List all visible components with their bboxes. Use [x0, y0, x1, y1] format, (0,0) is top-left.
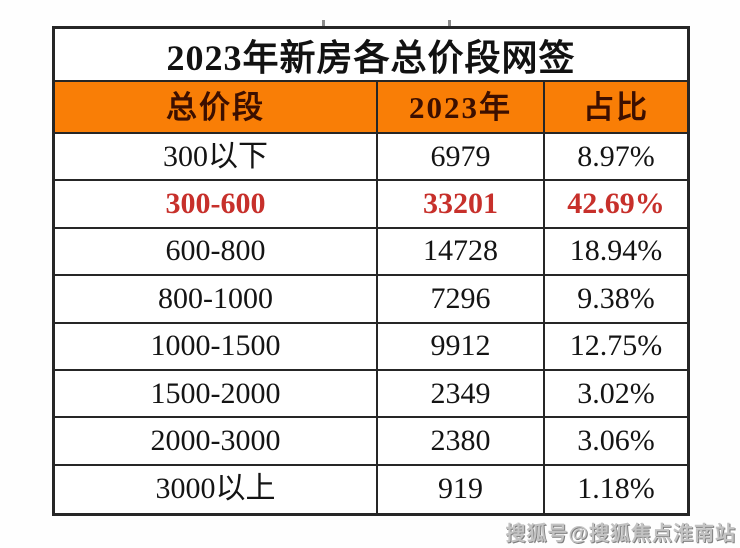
table-grid: 总价段 2023年 占比 300以下 6979 8.97% 300-600 33… [55, 82, 687, 514]
count-cell: 2349 [378, 370, 545, 419]
count-cell: 6979 [378, 134, 545, 182]
price-range-cell: 300-600 [55, 181, 378, 229]
price-range-cell: 2000-3000 [55, 418, 378, 466]
price-range-cell: 800-1000 [55, 276, 378, 324]
column-header-year: 2023年 [378, 82, 545, 134]
count-cell: 33201 [378, 181, 545, 229]
crop-artifact-mark [448, 20, 451, 26]
crop-artifact-mark [322, 20, 325, 26]
share-cell: 9.38% [545, 276, 687, 324]
count-cell: 2380 [378, 418, 545, 466]
share-cell: 1.18% [545, 465, 687, 514]
price-range-cell: 3000以上 [55, 465, 378, 514]
count-cell: 14728 [378, 228, 545, 277]
count-cell: 9912 [378, 323, 545, 371]
price-range-cell: 600-800 [55, 228, 378, 277]
share-cell: 8.97% [545, 134, 687, 182]
share-cell: 3.06% [545, 418, 687, 466]
price-range-cell: 1000-1500 [55, 323, 378, 371]
column-header-price-range: 总价段 [55, 82, 378, 134]
column-header-share: 占比 [545, 82, 687, 134]
share-cell: 42.69% [545, 181, 687, 229]
sohu-watermark: 搜狐号@搜狐焦点淮南站 [505, 523, 736, 545]
count-cell: 7296 [378, 276, 545, 324]
share-cell: 3.02% [545, 370, 687, 419]
count-cell: 919 [378, 465, 545, 514]
price-range-cell: 1500-2000 [55, 370, 378, 419]
share-cell: 18.94% [545, 228, 687, 277]
price-segment-table: 2023年新房各总价段网签 总价段 2023年 占比 300以下 6979 8.… [52, 26, 690, 517]
table-title: 2023年新房各总价段网签 [55, 29, 687, 82]
price-range-cell: 300以下 [55, 134, 378, 182]
share-cell: 12.75% [545, 323, 687, 371]
